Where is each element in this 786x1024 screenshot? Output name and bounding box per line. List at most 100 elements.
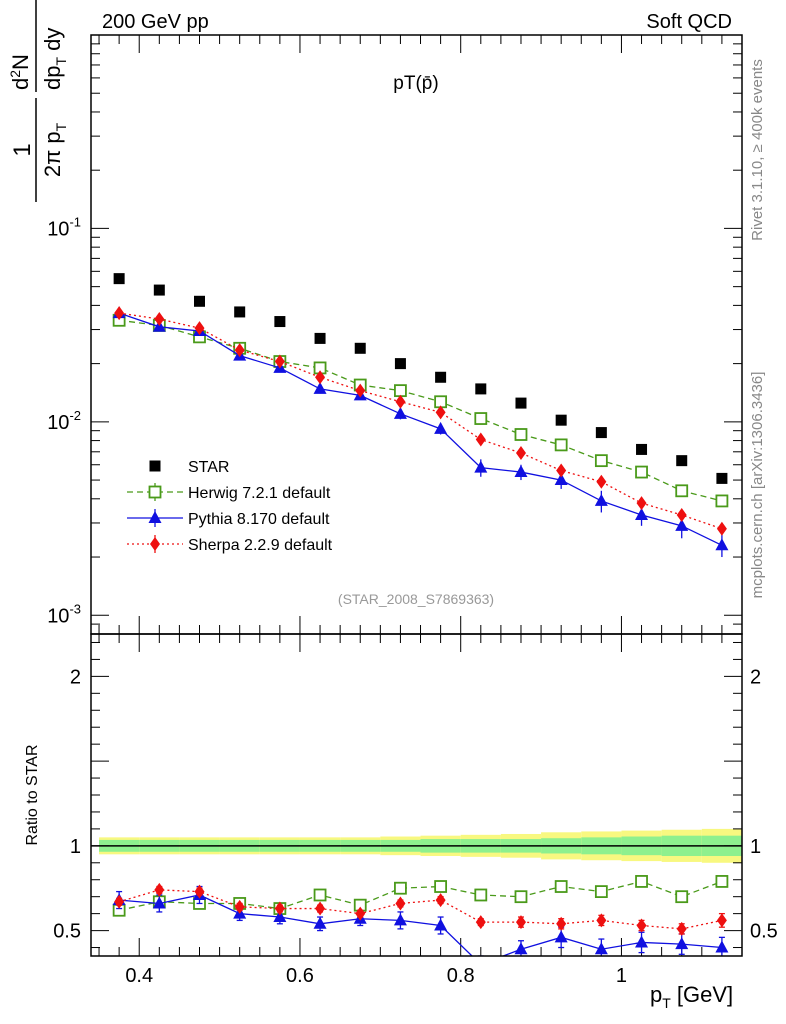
- data-point-pythia: [393, 406, 407, 419]
- data-point-herwig: [514, 428, 528, 441]
- y-tick-label: 10-2: [47, 408, 81, 434]
- data-point-star: [194, 295, 205, 307]
- data-point-sherpa: [716, 521, 727, 536]
- data-point-sherpa: [596, 474, 607, 489]
- ratio-point-pythia: [715, 940, 729, 953]
- ratio-y-tick-label-right: 1: [750, 836, 761, 858]
- svg-text:2π pT: 2π pT: [40, 122, 69, 177]
- legend-entry-herwig: Herwig 7.2.1 default: [127, 483, 331, 502]
- ratio-series-sherpa: [114, 882, 727, 936]
- left-title: 200 GeV pp: [102, 11, 209, 33]
- legend-label: Pythia 8.170 default: [188, 511, 330, 528]
- data-point-star: [475, 383, 487, 395]
- data-point-herwig: [715, 494, 729, 508]
- series-sherpa: [114, 306, 727, 536]
- data-point-star: [435, 371, 447, 383]
- ratio-point-sherpa: [194, 884, 205, 899]
- data-point-star: [354, 342, 366, 354]
- ratio-frame: [90, 633, 743, 957]
- data-point-pythia: [594, 493, 608, 506]
- data-point-pythia: [715, 538, 729, 551]
- ratio-y-tick-label: 2: [70, 666, 81, 688]
- data-point-sherpa: [475, 432, 486, 447]
- svg-text:1: 1: [9, 143, 36, 156]
- legend: STAR Herwig 7.2.1 default Pythia 8.170 def…: [127, 459, 333, 554]
- ratio-y-tick-label: 1: [70, 836, 81, 858]
- ratio-line-herwig: [118, 880, 723, 911]
- ratio-axis-ticks: 0.5 0.5 1 1 2 2 0.4 0.6 0.8 1: [53, 634, 778, 987]
- ratio-point-pythia: [434, 918, 448, 931]
- ratio-point-pythia: [474, 957, 487, 969]
- mcplots-label: mcplots.cern.ch [arXiv:1306.3436]: [749, 372, 766, 599]
- data-point-star: [394, 358, 406, 370]
- ratio-point-sherpa: [716, 913, 727, 928]
- plot-title: pT(p̄): [393, 73, 438, 94]
- data-point-star: [676, 455, 688, 467]
- data-point-star: [555, 414, 567, 426]
- ratio-point-pythia: [273, 910, 287, 923]
- ratio-point-herwig: [675, 890, 689, 904]
- data-point-sherpa: [636, 496, 647, 511]
- data-point-star: [595, 427, 607, 439]
- x-tick-label: 0.6: [286, 965, 314, 987]
- ratio-series-pythia: [112, 885, 729, 969]
- data-point-herwig: [635, 465, 648, 479]
- y-tick-label: 10-1: [47, 214, 81, 240]
- data-point-star: [153, 284, 165, 296]
- legend-marker: [148, 511, 162, 523]
- rivet-label: Rivet 3.1.10, ≥ 400k events: [749, 59, 766, 241]
- ratio-point-sherpa: [596, 913, 607, 928]
- ratio-point-sherpa: [234, 899, 245, 914]
- ratio-point-sherpa: [676, 921, 687, 936]
- ratio-point-sherpa: [315, 901, 326, 916]
- ratio-point-herwig: [394, 881, 407, 895]
- series-pythia: [112, 306, 729, 558]
- ratio-point-pythia: [675, 937, 689, 950]
- ratio-point-sherpa: [435, 893, 446, 908]
- data-point-herwig: [594, 454, 608, 468]
- data-point-sherpa: [676, 507, 687, 522]
- ratio-y-tick-label: 0.5: [53, 921, 81, 943]
- data-point-sherpa: [234, 343, 245, 358]
- series-line-pythia: [118, 312, 723, 546]
- data-point-pythia: [554, 473, 568, 486]
- x-tick-label: 0.4: [125, 965, 153, 987]
- data-point-star: [113, 273, 125, 285]
- data-point-sherpa: [556, 463, 567, 478]
- legend-entry-sherpa: Sherpa 2.2.9 default: [127, 535, 333, 554]
- data-point-sherpa: [154, 312, 165, 327]
- ratio-point-herwig: [474, 888, 488, 902]
- ratio-point-sherpa: [355, 906, 366, 921]
- data-point-star: [234, 306, 246, 318]
- legend-entry-pythia: Pythia 8.170 default: [127, 509, 330, 528]
- ratio-point-pythia: [594, 942, 608, 955]
- ratio-point-sherpa: [556, 916, 567, 931]
- data-point-pythia: [635, 507, 649, 520]
- main-axis-ticks: 10-3 10-2 10-1: [47, 34, 743, 635]
- data-point-sherpa: [274, 354, 285, 369]
- ratio-point-sherpa: [114, 894, 125, 909]
- y-tick-label: 10-3: [47, 601, 81, 627]
- ratio-point-sherpa: [475, 915, 486, 930]
- data-point-sherpa: [194, 321, 205, 336]
- data-point-pythia: [474, 460, 488, 473]
- svg-text:dpT dy: dpT dy: [40, 28, 69, 90]
- series-herwig: [112, 313, 729, 508]
- data-point-herwig: [675, 484, 689, 498]
- main-ylabel: 1 2π pT d2N dpT dy [GeV-2]: [7, 0, 69, 202]
- ratio-point-pythia: [152, 896, 166, 909]
- x-axis-label: pT [GeV]: [650, 982, 733, 1011]
- x-tick-label: 1: [616, 965, 627, 987]
- data-point-sherpa: [114, 306, 125, 321]
- data-point-sherpa: [395, 394, 406, 409]
- data-point-pythia: [675, 518, 689, 531]
- ratio-point-herwig: [554, 880, 568, 893]
- ratio-point-herwig: [715, 875, 729, 888]
- ratio-point-herwig: [635, 875, 648, 888]
- ratio-point-herwig: [594, 885, 608, 898]
- ratio-point-herwig: [434, 880, 448, 893]
- legend-marker: [148, 485, 162, 499]
- data-point-sherpa: [315, 370, 326, 385]
- data-point-star: [716, 472, 728, 484]
